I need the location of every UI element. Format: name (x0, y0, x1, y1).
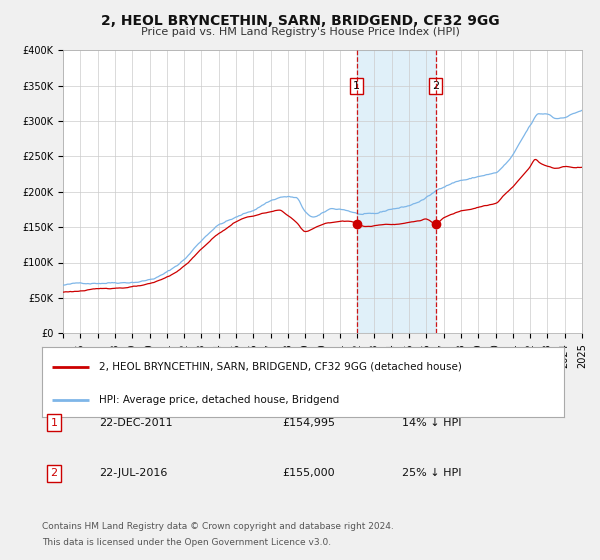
Text: 1: 1 (50, 418, 58, 428)
Text: 22-JUL-2016: 22-JUL-2016 (99, 468, 167, 478)
Text: Price paid vs. HM Land Registry's House Price Index (HPI): Price paid vs. HM Land Registry's House … (140, 27, 460, 37)
Text: 2: 2 (432, 81, 439, 91)
Text: 2, HEOL BRYNCETHIN, SARN, BRIDGEND, CF32 9GG (detached house): 2, HEOL BRYNCETHIN, SARN, BRIDGEND, CF32… (100, 362, 462, 372)
Text: 22-DEC-2011: 22-DEC-2011 (99, 418, 173, 428)
Bar (356, 50, 436, 333)
Text: Contains HM Land Registry data © Crown copyright and database right 2024.: Contains HM Land Registry data © Crown c… (42, 522, 394, 531)
Text: This data is licensed under the Open Government Licence v3.0.: This data is licensed under the Open Gov… (42, 538, 331, 547)
Text: 1: 1 (353, 81, 360, 91)
Text: £155,000: £155,000 (282, 468, 335, 478)
Text: 14% ↓ HPI: 14% ↓ HPI (402, 418, 461, 428)
Text: HPI: Average price, detached house, Bridgend: HPI: Average price, detached house, Brid… (100, 395, 340, 405)
Text: £154,995: £154,995 (282, 418, 335, 428)
Text: 2, HEOL BRYNCETHIN, SARN, BRIDGEND, CF32 9GG: 2, HEOL BRYNCETHIN, SARN, BRIDGEND, CF32… (101, 14, 499, 28)
Text: 2: 2 (50, 468, 58, 478)
Text: 25% ↓ HPI: 25% ↓ HPI (402, 468, 461, 478)
